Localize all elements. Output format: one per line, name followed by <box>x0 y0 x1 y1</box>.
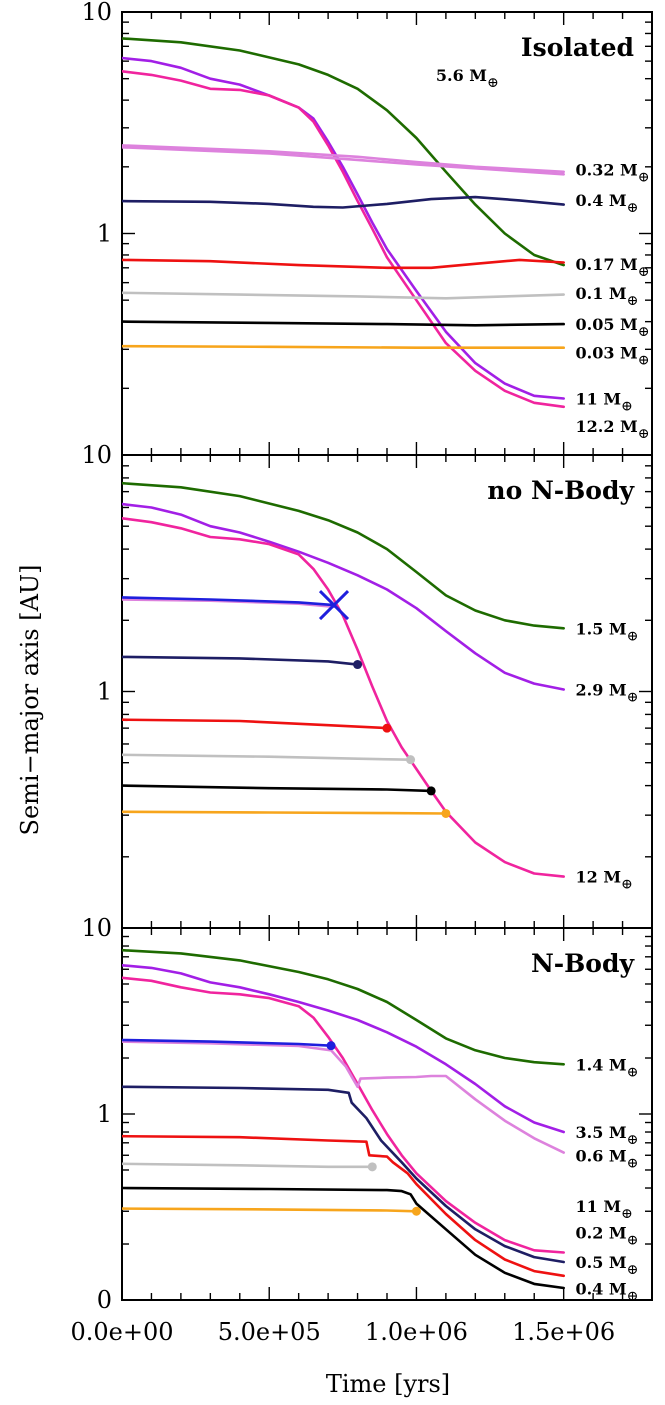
series-line-lavender <box>122 1040 565 1154</box>
end-dot-marker <box>382 723 392 733</box>
series-mass-label: 11 M⊕ <box>576 389 633 414</box>
series-mass-label: 0.1 M⊕ <box>576 284 639 309</box>
series-line-lavender <box>122 144 565 174</box>
x-tick-label: 0.0e+00 <box>70 1318 173 1346</box>
series-line-orange <box>122 1207 418 1213</box>
series-line-gray <box>122 291 565 300</box>
series-line-pink <box>122 517 565 878</box>
series-line-black <box>122 1186 565 1290</box>
series-group <box>122 37 565 409</box>
x-tick-label: 1.0e+06 <box>365 1318 468 1346</box>
panel-frame <box>121 454 653 929</box>
series-line-pink <box>122 70 565 409</box>
x-tick-label: 1.5e+06 <box>512 1318 615 1346</box>
panel-title: N-Body <box>531 949 636 978</box>
collision-cross-marker <box>318 590 350 621</box>
panel-frame <box>121 11 653 456</box>
y-tick-label: 10 <box>81 0 112 26</box>
series-line-purple <box>122 56 565 400</box>
end-dot-marker <box>441 808 451 818</box>
series-line-orange <box>122 810 448 815</box>
series-mass-label: 1.5 M⊕ <box>576 619 639 644</box>
series-line-blue <box>122 1038 333 1047</box>
series-line-red <box>122 258 565 270</box>
series-mass-label: 12 M⊕ <box>576 868 633 893</box>
y-tick-label: 1 <box>97 220 112 248</box>
series-line-navy <box>122 655 359 666</box>
end-dot-marker <box>367 1162 377 1172</box>
series-line-black <box>122 784 433 793</box>
series-line-green <box>122 948 565 1066</box>
series-group <box>122 481 565 878</box>
series-mass-label: 0.6 M⊕ <box>576 1146 639 1171</box>
series-line-gray <box>122 753 412 761</box>
series-group <box>122 948 565 1290</box>
series-line-pink <box>122 976 565 1254</box>
series-line-black <box>122 320 565 327</box>
y-tick-label: 10 <box>81 914 112 942</box>
series-mass-label: 5.6 M⊕ <box>436 66 499 91</box>
series-mass-label: 11 M⊕ <box>576 1197 633 1222</box>
x-tick-label: 5.0e+05 <box>218 1318 321 1346</box>
series-mass-label: 12.2 M⊕ <box>576 417 650 442</box>
end-dot-marker <box>406 755 416 765</box>
series-line-navy <box>122 195 565 209</box>
series-line-purple <box>122 502 565 691</box>
series-mass-label: 0.2 M⊕ <box>576 1224 639 1249</box>
series-line-gray <box>122 1162 374 1169</box>
panel-title: no N-Body <box>487 476 635 505</box>
series-line-red <box>122 1134 565 1278</box>
y-axis-title: Semi−major axis [AU] <box>16 565 44 836</box>
series-mass-label: 2.9 M⊕ <box>576 680 639 705</box>
panel-frame <box>121 927 653 1301</box>
series-line-green <box>122 481 565 630</box>
x-axis-title: Time [yrs] <box>326 1370 450 1398</box>
series-mass-label: 0.03 M⊕ <box>576 344 650 369</box>
series-mass-label: 1.4 M⊕ <box>576 1055 639 1080</box>
series-mass-label: 0.32 M⊕ <box>576 160 650 185</box>
series-mass-label: 3.5 M⊕ <box>576 1123 639 1148</box>
panel-title: Isolated <box>521 33 634 62</box>
y-tick-label: 10 <box>81 441 112 469</box>
series-line-red <box>122 718 389 730</box>
panel-1: 10 1 5.6 M⊕ 0.32 M⊕ 0.4 M⊕ 0.17 M⊕ 0.1 M⊕ 0.05 … <box>81 0 653 456</box>
y-tick-label: 1 <box>97 678 112 706</box>
series-mass-label: 0.4 M⊕ <box>576 1280 639 1305</box>
y-tick-label: 1 <box>97 1100 112 1128</box>
series-line-purple <box>122 964 565 1134</box>
series-mass-label: 0.4 M⊕ <box>576 191 639 216</box>
series-mass-label: 0.05 M⊕ <box>576 315 650 340</box>
end-dot-marker <box>326 1041 336 1051</box>
panel-2: 10 1 1.5 M⊕ 2.9 M⊕ 12 M⊕ no N-Body <box>81 441 653 929</box>
series-mass-label: 0.5 M⊕ <box>576 1253 639 1278</box>
series-line-blue <box>122 596 336 607</box>
series-line-navy <box>122 1085 565 1264</box>
series-line-lavender <box>122 146 565 176</box>
end-dot-marker <box>353 660 363 670</box>
series-mass-label: 0.17 M⊕ <box>576 255 650 280</box>
series-line-orange <box>122 344 565 349</box>
y-tick-label: 0 <box>97 1286 112 1314</box>
series-line-green <box>122 37 565 267</box>
end-dot-marker <box>426 786 436 796</box>
end-dot-marker <box>411 1206 421 1216</box>
